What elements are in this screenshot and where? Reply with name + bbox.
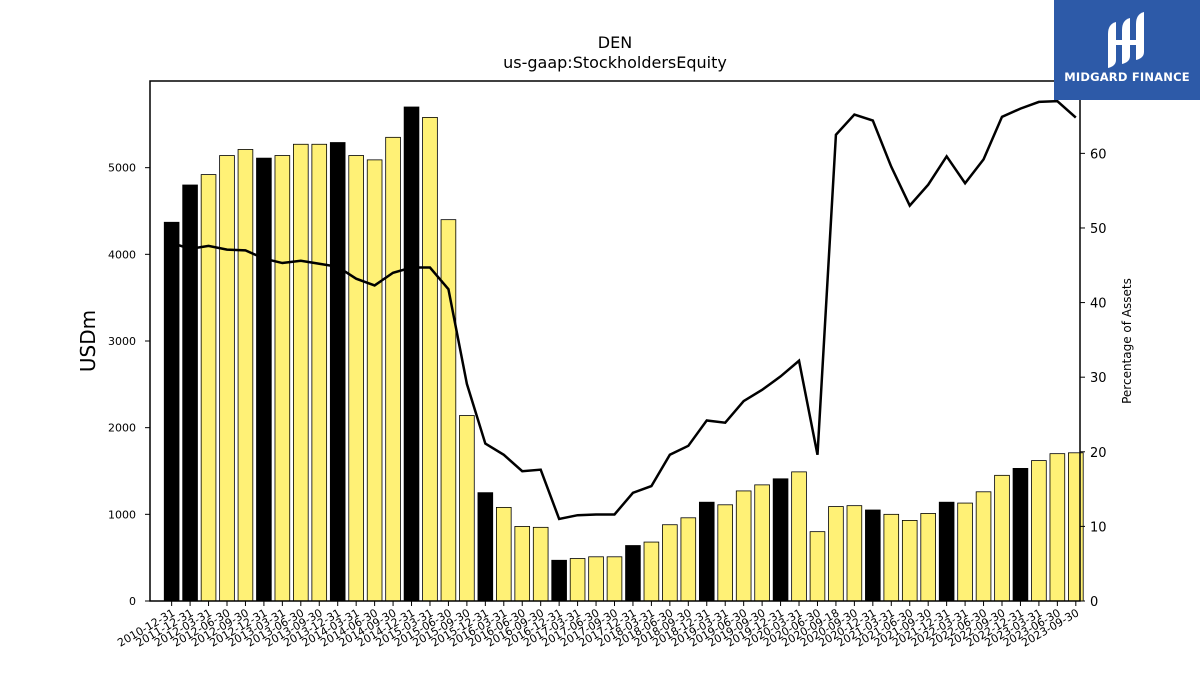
right-axis-label: Percentage of Assets (1120, 278, 1134, 404)
left-tick-label: 0 (129, 595, 136, 608)
right-axis-ticks: 0 10 20 30 40 50 60 (1080, 147, 1107, 610)
bar-2018-12-31 (698, 501, 715, 602)
left-tick-label: 1000 (108, 508, 136, 521)
right-tick-label: 30 (1090, 371, 1107, 386)
bar-2022-03-31 (957, 502, 973, 602)
bar-2012-06-30 (219, 155, 235, 602)
bar-2023-03-31 (1031, 460, 1047, 602)
bar-2014-09-30 (385, 136, 401, 602)
bar-2013-12-31 (329, 142, 346, 602)
bar-2018-06-30 (662, 524, 678, 602)
bar-2022-09-30 (994, 474, 1010, 602)
left-tick-label: 4000 (108, 248, 136, 261)
bar-2019-12-31 (772, 478, 789, 602)
bar-2016-12-31 (551, 559, 567, 602)
left-axis-label: USDm (76, 310, 100, 372)
left-tick-label: 5000 (108, 162, 136, 175)
left-tick-label: 2000 (108, 422, 136, 435)
bar-2021-09-30 (920, 513, 936, 602)
bar-2023-06-30 (1049, 453, 1066, 602)
bar-2012-09-30 (237, 149, 254, 602)
left-tick-label: 3000 (108, 335, 136, 348)
bar-2019-09-30 (754, 484, 770, 602)
bar-2014-03-31 (348, 155, 364, 602)
bar-2020-12-31 (865, 509, 881, 602)
bar-2022-06-30 (975, 491, 992, 602)
bar-2020-06-30 (809, 531, 826, 602)
bar-2015-06-30 (440, 219, 457, 602)
percentage-of-assets-line (171, 99, 1077, 521)
bar-2019-03-31 (717, 504, 733, 602)
right-tick-label: 60 (1090, 147, 1107, 162)
bar-2015-09-30 (459, 415, 475, 602)
bar-series (163, 106, 1084, 602)
bar-2023-09-30 (1068, 452, 1084, 602)
bar-2012-03-31 (200, 174, 217, 602)
bar-2013-06-30 (293, 143, 309, 602)
bar-2013-03-31 (274, 155, 291, 602)
bar-2017-09-30 (606, 556, 623, 602)
bar-2022-12-31 (1012, 467, 1029, 602)
chart-subtitle: us-gaap:StockholdersEquity (503, 53, 727, 72)
bar-2020-09-30 (846, 505, 863, 602)
bar-2018-09-30 (680, 517, 697, 602)
right-tick-label: 10 (1090, 520, 1107, 535)
x-axis-ticks: 2010-12-312011-12-312012-03-312012-06-30… (115, 601, 1081, 650)
midgard-finance-logo: MIDGARD FINANCE (1054, 0, 1200, 100)
bar-2017-03-31 (569, 558, 586, 602)
chart-title: DEN (598, 33, 632, 52)
bar-2015-12-31 (477, 492, 494, 602)
bar-2021-06-30 (901, 520, 918, 602)
right-tick-label: 40 (1090, 297, 1107, 312)
bar-2015-03-31 (422, 117, 438, 602)
bar-2010-12-31 (163, 221, 180, 602)
bar-2020-09-18 (828, 506, 844, 602)
right-tick-label: 0 (1090, 595, 1098, 610)
bar-2016-09-30 (532, 526, 549, 602)
left-axis-ticks: 0 1000 2000 3000 4000 5000 (108, 162, 150, 608)
bar-2017-12-31 (625, 545, 641, 602)
right-tick-label: 20 (1090, 446, 1107, 461)
bar-2020-03-31 (791, 471, 807, 602)
bar-2016-06-30 (514, 526, 531, 602)
right-tick-label: 50 (1090, 222, 1107, 237)
logo-text: MIDGARD FINANCE (1064, 70, 1190, 84)
midgard-logo-icon (1108, 12, 1144, 68)
bar-2021-12-31 (938, 501, 955, 602)
bar-2016-03-31 (495, 506, 512, 602)
bar-2014-12-31 (403, 106, 420, 602)
bar-2012-12-31 (256, 157, 272, 602)
bar-2018-03-31 (643, 541, 660, 602)
bar-2017-06-30 (588, 556, 604, 602)
bar-2019-06-30 (735, 490, 752, 602)
bar-2013-09-30 (311, 143, 328, 602)
bar-2021-03-31 (883, 513, 900, 602)
bar-2014-06-30 (366, 159, 383, 602)
